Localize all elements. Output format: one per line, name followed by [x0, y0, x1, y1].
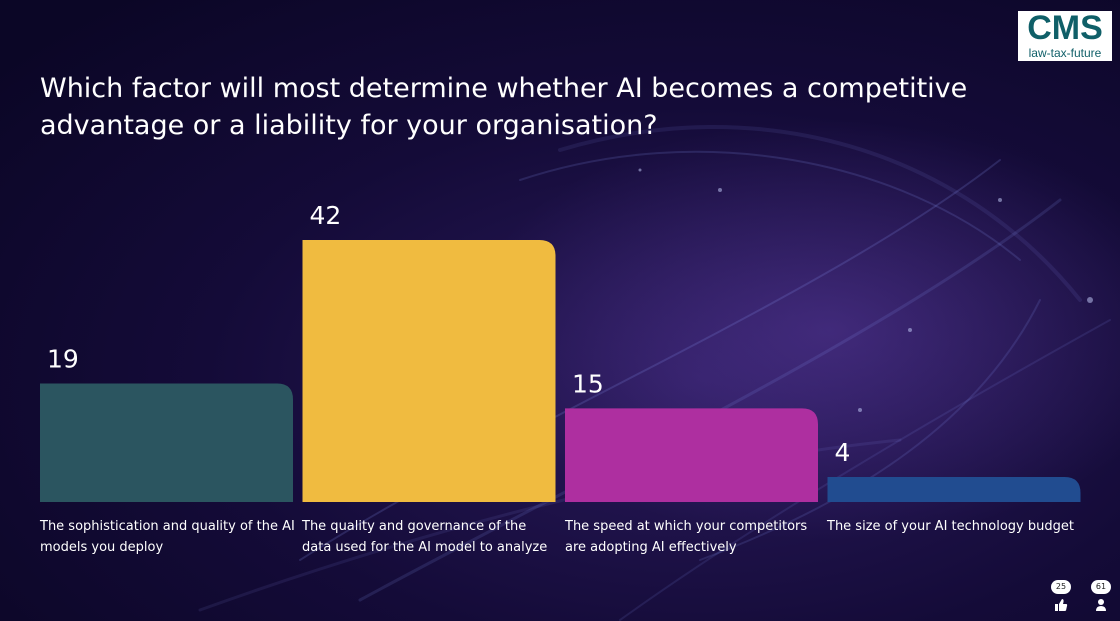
participants-count: 61 [1091, 580, 1111, 594]
category-label-4: The size of your AI technology budget [827, 519, 1074, 534]
bar-2 [302, 240, 556, 502]
logo-mark: CMS [1027, 8, 1103, 47]
participants-counter[interactable]: 61 [1091, 580, 1111, 612]
category-label-3: The speed at which your competitors are … [565, 519, 808, 555]
question-title: Which factor will most determine whether… [40, 73, 968, 141]
person-icon [1096, 599, 1106, 611]
category-label-2: The quality and governance of the data u… [302, 519, 548, 555]
value-label-3: 15 [572, 369, 604, 398]
cms-logo: CMS law-tax-future [1018, 8, 1112, 61]
logo-tagline: law-tax-future [1018, 46, 1112, 61]
bar-1 [40, 383, 293, 502]
value-label-2: 42 [310, 201, 342, 230]
value-label-4: 4 [835, 438, 851, 467]
thumbs-up-icon [1055, 599, 1068, 611]
likes-counter[interactable]: 25 [1051, 580, 1071, 612]
bar-4 [827, 477, 1081, 502]
value-label-1: 19 [47, 344, 79, 373]
category-label-1: The sophistication and quality of the AI… [40, 519, 295, 555]
likes-count: 25 [1051, 580, 1071, 594]
bar-3 [565, 408, 818, 502]
